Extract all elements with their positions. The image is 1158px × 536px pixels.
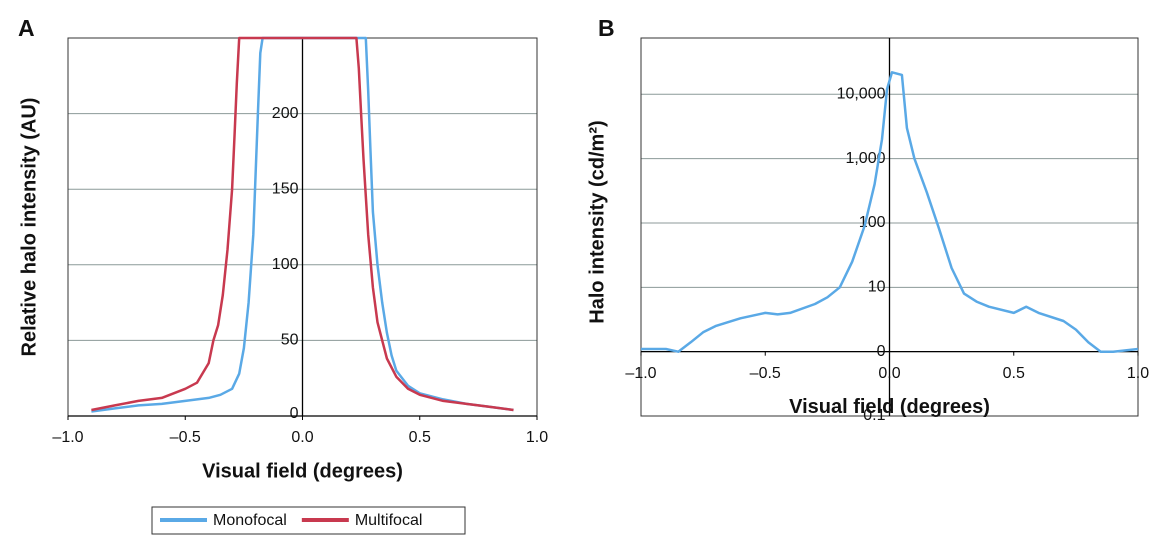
- x-tick-label: 0.5: [1003, 365, 1025, 382]
- y-tick-label: 1,000: [845, 150, 885, 167]
- series-line: [91, 36, 514, 412]
- y-tick-label: 0: [290, 405, 299, 422]
- y-tick-label: 10: [868, 279, 886, 296]
- x-tick-label: –1.0: [52, 429, 83, 446]
- panel-label: A: [18, 15, 35, 41]
- y-tick-label: 200: [272, 105, 299, 122]
- x-tick-label: 1.0: [526, 429, 548, 446]
- y-tick-label: 50: [281, 332, 299, 349]
- y-tick-label: 10,000: [837, 86, 886, 103]
- y-tick-label: 100: [272, 256, 299, 273]
- y-axis-label: Halo intensity (cd/m²): [586, 120, 608, 323]
- x-tick-label: –0.5: [170, 429, 201, 446]
- x-tick-label: 0.5: [409, 429, 431, 446]
- x-tick-label: –1.0: [625, 365, 656, 382]
- series-line: [641, 71, 1139, 353]
- panel-label: B: [598, 15, 615, 41]
- y-axis-label: Relative halo intensity (AU): [18, 98, 40, 357]
- x-tick-label: 0.0: [878, 365, 900, 382]
- x-tick-label: –0.5: [750, 365, 781, 382]
- legend-label: Multifocal: [355, 512, 423, 529]
- y-tick-label: 0.1: [863, 407, 885, 424]
- x-tick-label: 0.0: [291, 429, 313, 446]
- x-axis-label: Visual field (degrees): [789, 396, 990, 418]
- x-tick-label: 1.0: [1127, 365, 1149, 382]
- y-tick-label: 150: [272, 180, 299, 197]
- y-tick-label: 0: [877, 343, 886, 360]
- legend-label: Monofocal: [213, 512, 287, 529]
- x-axis-label: Visual field (degrees): [202, 460, 403, 482]
